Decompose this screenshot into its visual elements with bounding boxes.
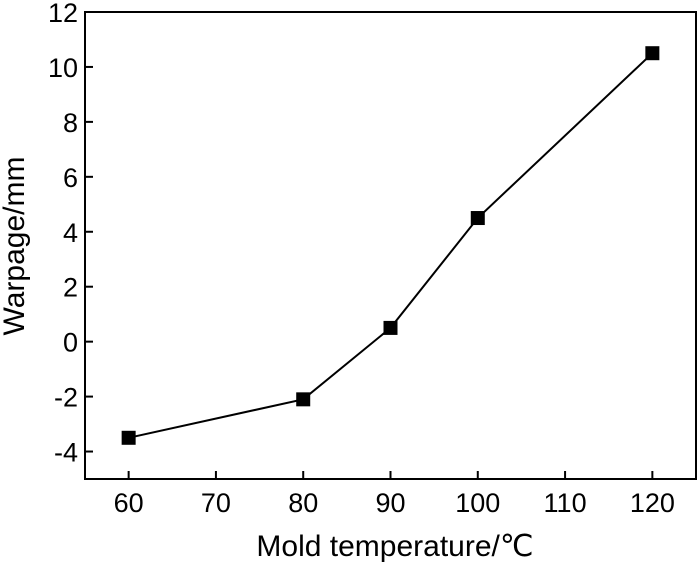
data-point-marker [470, 211, 485, 226]
data-point-marker [296, 392, 311, 407]
series-layer [121, 46, 660, 445]
y-tick-label: 0 [63, 328, 78, 358]
data-point-marker [121, 430, 136, 445]
x-axis: 60 70 80 90 100 110 120 [114, 471, 675, 518]
y-tick-label: -4 [54, 438, 78, 468]
y-tick-label: 12 [48, 0, 78, 28]
data-point-marker [645, 46, 660, 61]
y-tick-label: 2 [63, 273, 78, 303]
x-tick-label: 90 [375, 488, 405, 518]
x-tick-label: 70 [201, 488, 231, 518]
x-tick-label: 80 [288, 488, 318, 518]
y-tick-label: 4 [63, 218, 78, 248]
data-point-marker [383, 320, 398, 335]
series-line [128, 52, 654, 439]
y-axis-title: Warpage/mm [0, 157, 31, 336]
x-tick-label: 120 [630, 488, 675, 518]
y-tick-label: 8 [63, 108, 78, 138]
plot-frame [84, 11, 697, 480]
x-tick-label: 100 [455, 488, 500, 518]
y-tick-label: 6 [63, 163, 78, 193]
y-axis: -4 -2 0 2 4 6 8 10 12 [48, 0, 93, 468]
y-tick-label: 10 [48, 53, 78, 83]
x-axis-title: Mold temperature/℃ [256, 530, 533, 563]
x-tick-label: 110 [544, 488, 587, 518]
y-tick-label: -2 [54, 383, 78, 413]
x-tick-label: 60 [114, 488, 144, 518]
